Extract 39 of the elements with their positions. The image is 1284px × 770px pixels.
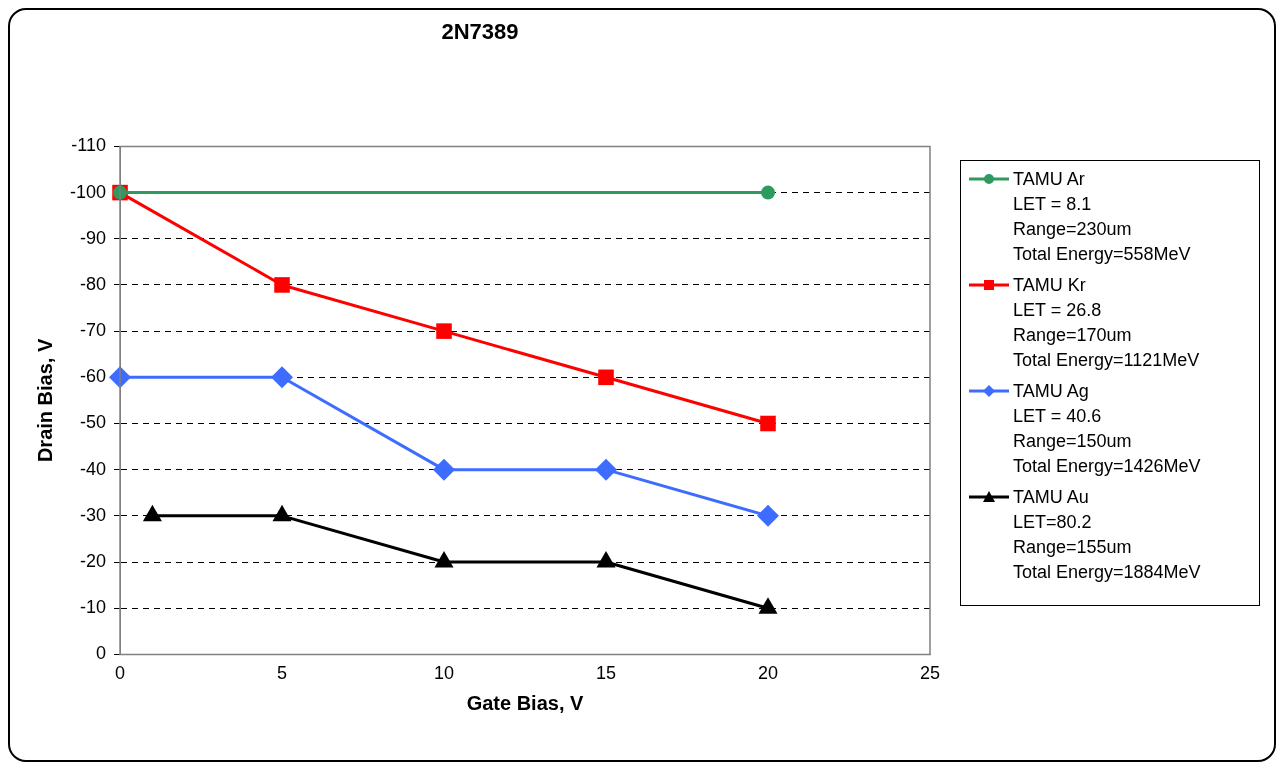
y-tick-label: -20 [80, 551, 107, 572]
chart-title: 2N7389 [441, 19, 519, 45]
y-tick-label: -60 [80, 366, 107, 387]
y-tick-label: -40 [80, 458, 107, 479]
y-tick-label: -100 [70, 181, 107, 202]
point [433, 458, 456, 481]
point [272, 504, 292, 522]
y-tick-label: -70 [80, 320, 107, 341]
point [761, 185, 776, 200]
point [757, 504, 780, 527]
point [436, 323, 452, 339]
y-tick-label: -10 [80, 597, 107, 618]
y-tick-label: -80 [80, 273, 107, 294]
point [142, 504, 162, 522]
x-tick-label: 15 [595, 663, 617, 684]
point [271, 366, 294, 389]
y-tick-label: -30 [80, 504, 107, 525]
point [760, 415, 776, 432]
y-tick-label: 0 [96, 643, 107, 664]
point [274, 277, 290, 293]
legend-label: TAMU Au LET=80.2 Range=155um Total Energy=1884MeV [1013, 486, 1201, 584]
x-tick-label: 10 [434, 663, 455, 684]
y-tick-label: -50 [80, 412, 107, 433]
y-tick-label: -90 [80, 227, 107, 248]
point [434, 551, 454, 568]
point [758, 597, 778, 614]
y-axis-title: Drain Bias, V [33, 338, 56, 463]
legend-label: TAMU Ag LET = 40.6 Range=150um Total Energy=1426MeV [1013, 380, 1201, 478]
y-tick-label: -110 [71, 135, 107, 156]
x-tick-label: 5 [277, 663, 288, 684]
x-tick-label: 0 [115, 663, 126, 684]
x-axis-title: Gate Bias, V [466, 691, 585, 714]
x-tick-label: 20 [757, 663, 779, 684]
legend-label: TAMU Ar LET = 8.1 Range=230um Total Energy=558MeV [1013, 168, 1191, 266]
legend-label: TAMU Kr LET = 26.8 Range=170um Total Energy=1121MeV [1013, 274, 1200, 372]
x-tick-label: 25 [919, 663, 941, 684]
point [596, 551, 616, 568]
point [595, 458, 618, 481]
point [598, 369, 614, 386]
